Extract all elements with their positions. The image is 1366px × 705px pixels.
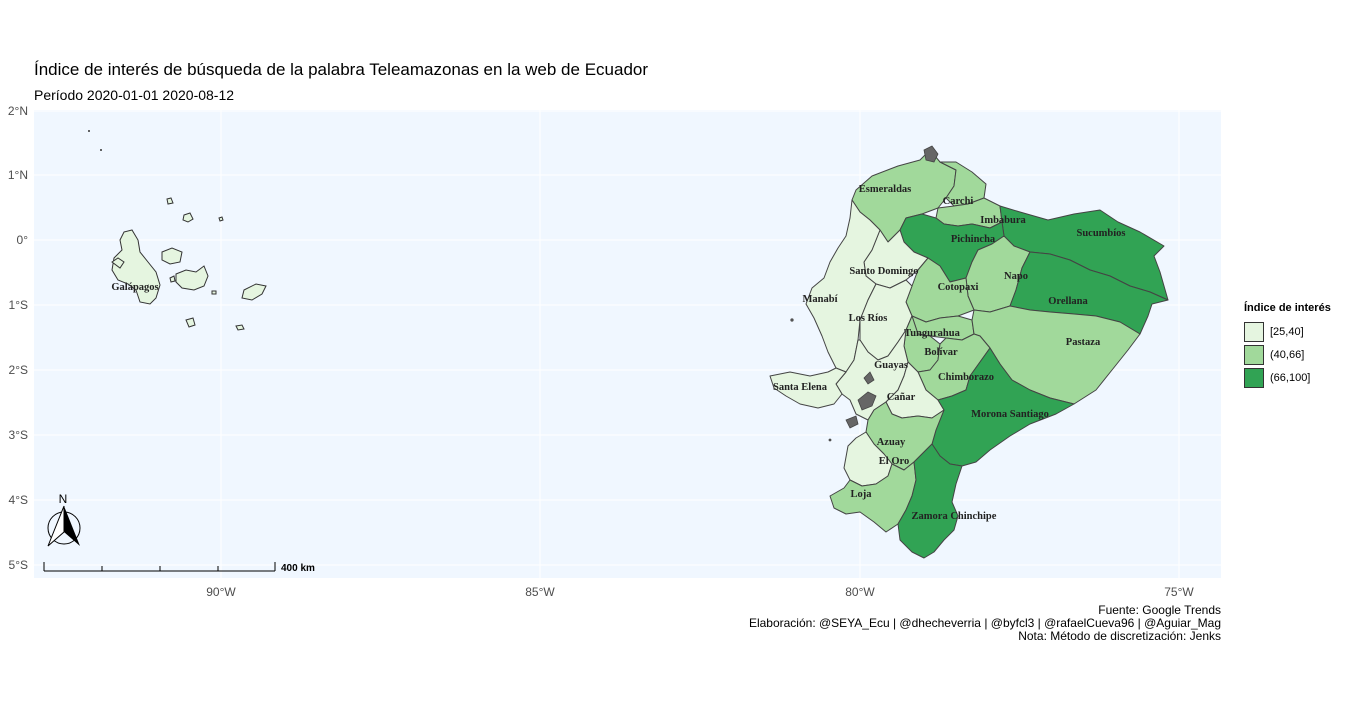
province-label: Guayas bbox=[874, 360, 908, 371]
x-axis: 90°W 85°W 80°W 75°W bbox=[206, 585, 1194, 599]
province-label: Orellana bbox=[1048, 296, 1088, 307]
legend-item: [25,40] bbox=[1244, 320, 1331, 343]
caption: Fuente: Google Trends Elaboración: @SEYA… bbox=[749, 604, 1221, 643]
galapagos-islets bbox=[88, 130, 102, 151]
province-label: Pichincha bbox=[951, 234, 996, 245]
y-tick-label: 3°S bbox=[9, 428, 28, 442]
x-tick-label: 90°W bbox=[206, 585, 236, 599]
gulf-islands bbox=[790, 145, 939, 442]
province-label: Bolívar bbox=[924, 347, 958, 358]
caption-credits: Elaboración: @SEYA_Ecu | @dhecheverria |… bbox=[748, 616, 1221, 630]
legend-title: Índice de interés bbox=[1244, 302, 1331, 314]
province-label: Chimborazo bbox=[938, 372, 994, 383]
legend-swatch bbox=[1244, 321, 1264, 342]
galapagos-islands bbox=[111, 197, 267, 331]
province-label: Los Ríos bbox=[849, 313, 888, 324]
province-santa-elena bbox=[769, 367, 847, 409]
province-label: Carchi bbox=[943, 196, 974, 207]
map-subtitle: Período 2020-01-01 2020-08-12 bbox=[34, 87, 235, 103]
province-label: Napo bbox=[1004, 271, 1028, 282]
legend-label: [25,40] bbox=[1270, 325, 1304, 338]
province-label: Manabí bbox=[802, 294, 838, 305]
legend-swatch bbox=[1244, 344, 1264, 365]
province-label: Zamora Chinchipe bbox=[912, 511, 997, 522]
province-label: Morona Santiago bbox=[971, 409, 1049, 420]
legend-label: (40,66] bbox=[1270, 348, 1305, 361]
legend-item: (40,66] bbox=[1244, 343, 1331, 366]
north-arrow-icon bbox=[64, 506, 80, 546]
north-arrow: N bbox=[47, 492, 81, 547]
scale-bar-label: 400 km bbox=[281, 563, 315, 574]
north-arrow-label: N bbox=[59, 492, 68, 506]
caption-source: Fuente: Google Trends bbox=[1098, 603, 1221, 617]
scale-bar bbox=[43, 562, 276, 572]
province-label: Santa Elena bbox=[773, 382, 828, 393]
province-labels: Galápagos Esmeraldas Carchi Imbabura Suc… bbox=[111, 184, 1125, 522]
province-label: Imbabura bbox=[980, 215, 1026, 226]
province-label: Tungurahua bbox=[904, 328, 960, 339]
mainland-provinces bbox=[769, 149, 1169, 559]
x-tick-label: 75°W bbox=[1164, 585, 1194, 599]
province-label: Sucumbíos bbox=[1076, 228, 1125, 239]
province-label: Galápagos bbox=[111, 282, 158, 293]
province-label: Azuay bbox=[877, 437, 906, 448]
province-label: Santo Domingo bbox=[849, 266, 918, 277]
province-label: Cotopaxi bbox=[938, 282, 979, 293]
y-tick-label: 1°N bbox=[8, 168, 28, 182]
x-tick-label: 80°W bbox=[845, 585, 875, 599]
province-label: Cañar bbox=[887, 392, 916, 403]
province-label: Pastaza bbox=[1066, 337, 1101, 348]
caption-note: Nota: Método de discretización: Jenks bbox=[1018, 629, 1221, 643]
province-label: Esmeraldas bbox=[859, 184, 912, 195]
province-label: El Oro bbox=[879, 456, 909, 467]
legend: Índice de interés [25,40] (40,66] (66,10… bbox=[1244, 302, 1331, 389]
y-tick-label: 5°S bbox=[9, 558, 28, 572]
y-tick-label: 2°S bbox=[9, 363, 28, 377]
legend-swatch bbox=[1244, 367, 1264, 388]
y-tick-label: 2°N bbox=[8, 104, 28, 118]
y-axis: 2°N 1°N 0° 1°S 2°S 3°S 4°S 5°S bbox=[8, 104, 28, 572]
y-tick-label: 0° bbox=[17, 233, 29, 247]
province-zamora-chinchipe bbox=[897, 443, 963, 559]
legend-label: (66,100] bbox=[1270, 371, 1311, 384]
y-tick-label: 1°S bbox=[9, 298, 28, 312]
y-tick-label: 4°S bbox=[9, 493, 28, 507]
map-title: Índice de interés de búsqueda de la pala… bbox=[34, 60, 649, 79]
x-tick-label: 85°W bbox=[525, 585, 555, 599]
legend-item: (66,100] bbox=[1244, 366, 1331, 389]
province-label: Loja bbox=[851, 489, 873, 500]
